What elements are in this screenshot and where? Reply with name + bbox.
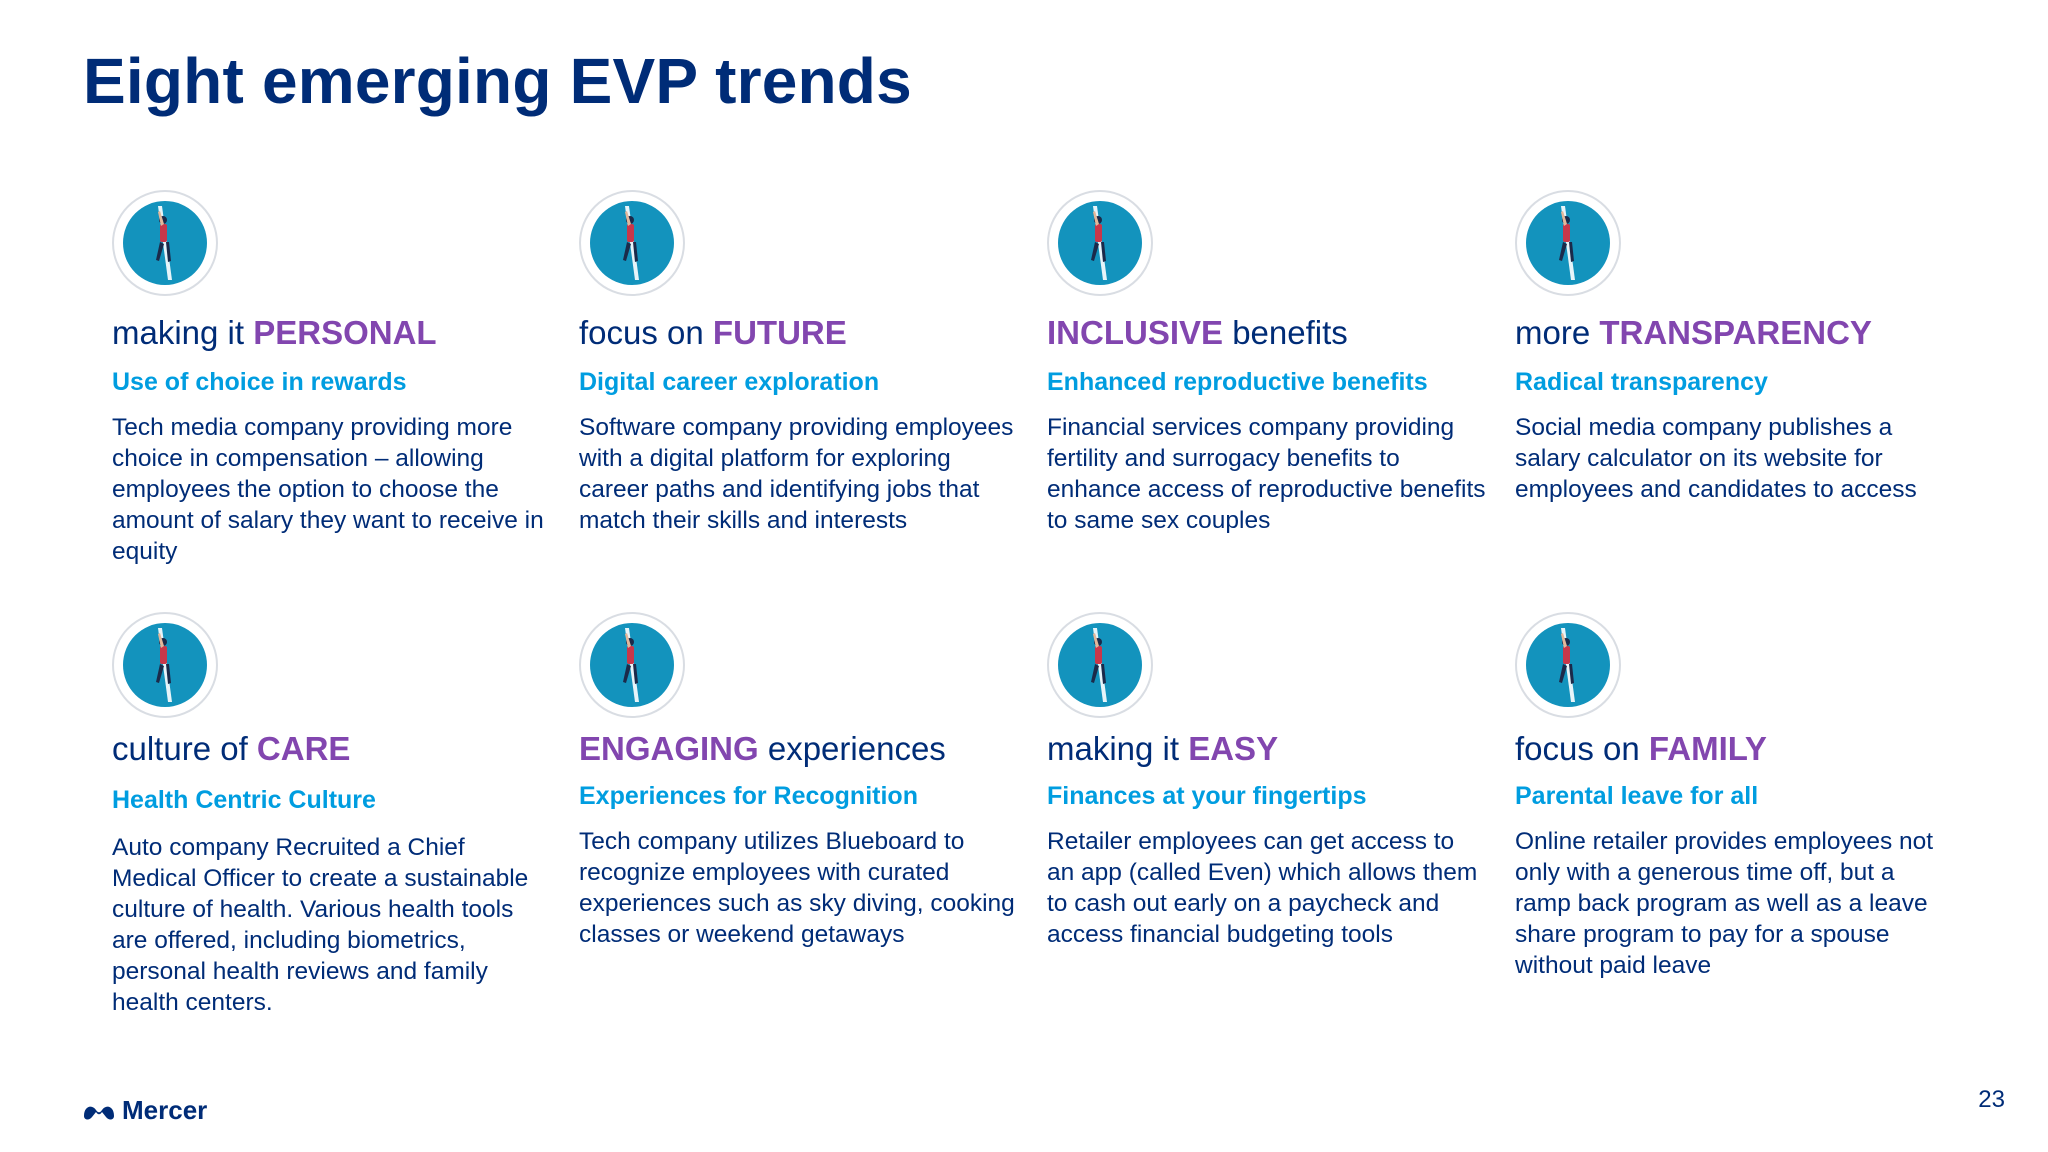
climber-icon [579,190,685,296]
trend-description: Auto company Recruited a Chief Medical O… [112,834,529,1016]
trend-description: Financial services company providing fer… [1047,414,1486,534]
trend-description: Tech company utilizes Blueboard to recog… [579,828,1015,948]
trend-heading: making it PERSONAL [112,314,437,351]
climber-icon [1047,612,1153,718]
trend-description: Software company providing employees wit… [579,414,1014,534]
trend-description: Online retailer provides employees not o… [1515,828,1934,979]
trend-heading: focus on FUTURE [579,314,847,351]
trend-subtitle: Parental leave for all [1515,782,1759,810]
trend-heading: INCLUSIVE benefits [1047,314,1348,351]
page-number: 23 [1978,1086,2005,1113]
trend-subtitle: Experiences for Recognition [579,782,918,810]
mercer-logo-mark-icon [84,1106,114,1120]
logo-text: Mercer [122,1095,208,1125]
climber-icon [1515,612,1621,718]
climber-icon [1047,190,1153,296]
trend-heading: making it EASY [1047,730,1279,767]
trend-subtitle: Digital career exploration [579,368,880,396]
page-title: Eight emerging EVP trends [83,45,912,117]
trend-heading: ENGAGING experiences [579,730,946,767]
trend-heading: more TRANSPARENCY [1515,314,1872,351]
climber-icon [579,612,685,718]
climber-icon [112,612,218,718]
trend-description: Retailer employees can get access to an … [1047,828,1478,948]
climber-icon [112,190,218,296]
trend-description: Social media company publishes a salary … [1515,414,1917,503]
trend-subtitle: Use of choice in rewards [112,368,407,396]
trend-subtitle: Enhanced reproductive benefits [1047,368,1428,396]
trend-heading: culture of CARE [112,730,351,767]
climber-icon [1515,190,1621,296]
trend-subtitle: Health Centric Culture [112,786,376,814]
trend-subtitle: Finances at your fingertips [1047,782,1367,810]
trend-subtitle: Radical transparency [1515,368,1768,396]
trend-description: Tech media company providing more choice… [112,414,544,565]
trend-heading: focus on FAMILY [1515,730,1767,767]
mercer-logo: Mercer [82,1095,207,1126]
